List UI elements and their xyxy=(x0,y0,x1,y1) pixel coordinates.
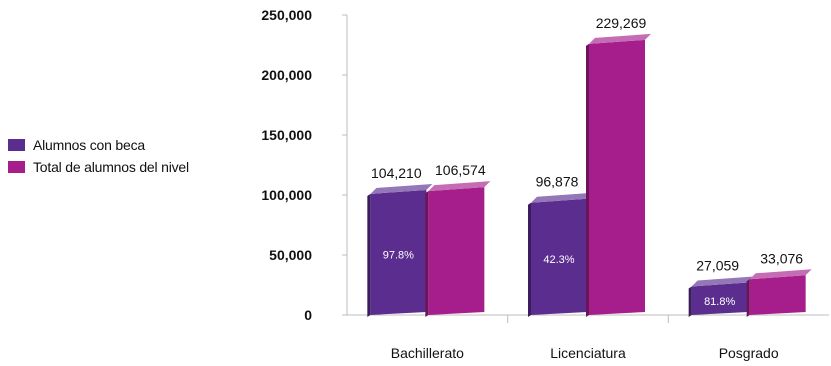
legend-label-scholarship: Alumnos con beca xyxy=(33,137,145,153)
y-tick-label: 0 xyxy=(304,307,312,323)
data-label: 33,076 xyxy=(760,250,803,266)
bar-top-face xyxy=(428,181,491,192)
legend-swatch-scholarship xyxy=(8,139,25,151)
x-tick-label: Bachillerato xyxy=(391,345,464,361)
y-tick-label: 50,000 xyxy=(269,247,312,263)
bar-side-face xyxy=(746,279,750,317)
bar-side-face xyxy=(425,191,429,317)
percent-label: 97.8% xyxy=(383,249,414,261)
y-tick-label: 250,000 xyxy=(261,7,312,23)
x-tick-label: Posgrado xyxy=(719,345,779,361)
data-label: 229,269 xyxy=(596,15,647,31)
data-label: 27,059 xyxy=(696,258,739,274)
y-tick-label: 200,000 xyxy=(261,67,312,83)
legend-swatch-total xyxy=(8,161,25,173)
legend: Alumnos con beca Total de alumnos del ni… xyxy=(8,134,189,178)
percent-label: 42.3% xyxy=(543,254,574,266)
bar-side-face xyxy=(586,43,589,318)
percent-label: 81.8% xyxy=(704,296,735,308)
bar-top-face xyxy=(691,276,754,287)
x-tick-label: Licenciatura xyxy=(550,345,626,361)
legend-item-total: Total de alumnos del nivel xyxy=(8,156,189,178)
bar-side-face xyxy=(367,193,371,317)
data-label: 96,878 xyxy=(536,174,579,190)
bar-scholarship xyxy=(691,282,748,315)
bar-total xyxy=(589,39,645,316)
legend-label-total: Total de alumnos del nivel xyxy=(33,159,189,175)
bar-side-face xyxy=(528,202,531,317)
data-label: 106,574 xyxy=(435,162,486,178)
y-tick-label: 150,000 xyxy=(261,127,312,143)
legend-item-scholarship: Alumnos con beca xyxy=(8,134,189,156)
bar-total xyxy=(428,187,485,315)
bar-scholarship xyxy=(531,198,587,315)
bar-side-face xyxy=(688,286,692,317)
y-tick-label: 100,000 xyxy=(261,187,312,203)
bar-scholarship xyxy=(370,189,427,315)
bar-top-face xyxy=(370,183,433,194)
bar-top-face xyxy=(531,192,593,203)
bar-total xyxy=(749,275,806,315)
data-label: 104,210 xyxy=(371,165,422,181)
bar-top-face xyxy=(589,33,651,44)
bar-top-face xyxy=(749,269,812,280)
